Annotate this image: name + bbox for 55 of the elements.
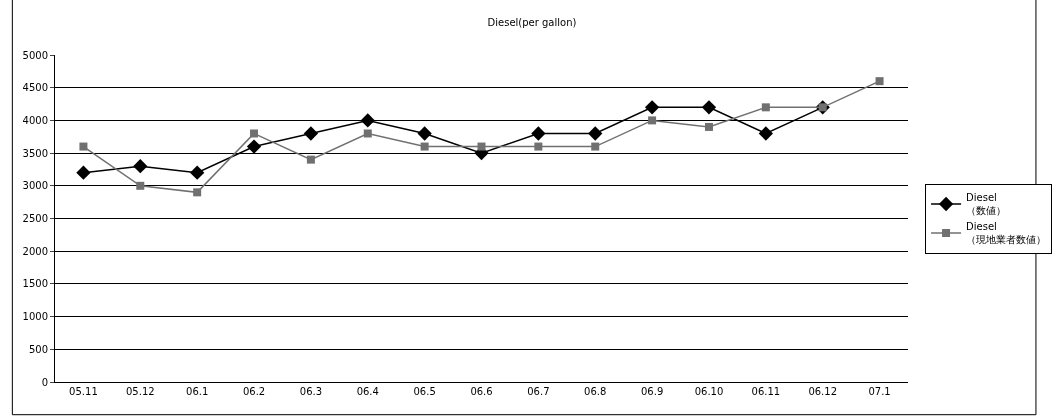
y-tick-label: 2000 bbox=[22, 245, 48, 257]
point bbox=[534, 142, 543, 151]
point bbox=[79, 142, 88, 151]
y-tick-label: 5000 bbox=[22, 49, 48, 61]
point bbox=[644, 100, 660, 115]
x-tick-label: 06.6 bbox=[470, 386, 493, 397]
point bbox=[250, 129, 259, 138]
x-tick-label: 06.2 bbox=[242, 386, 266, 397]
point bbox=[363, 129, 372, 138]
x-tick-label: 06.3 bbox=[299, 386, 323, 397]
point bbox=[477, 142, 486, 151]
point bbox=[360, 113, 375, 128]
point bbox=[648, 116, 657, 125]
point bbox=[133, 159, 148, 174]
x-tick-label: 05.12 bbox=[125, 386, 155, 397]
x-tick-label: 06.1 bbox=[186, 386, 209, 397]
chart-title: Diesel(per gallon) bbox=[487, 16, 577, 28]
point bbox=[303, 126, 319, 141]
point bbox=[136, 181, 145, 190]
y-tick-label: 1500 bbox=[22, 278, 48, 290]
y-tick-label: 3500 bbox=[22, 147, 48, 159]
point bbox=[417, 126, 432, 141]
y-tick-label: 3000 bbox=[22, 180, 48, 192]
x-tick-label: 06.10 bbox=[694, 386, 724, 397]
x-tick-label: 06.12 bbox=[808, 386, 838, 397]
point bbox=[76, 165, 91, 180]
point bbox=[875, 77, 884, 86]
x-tick-label: 06.8 bbox=[584, 386, 607, 397]
point bbox=[761, 103, 770, 112]
point bbox=[591, 142, 600, 151]
x-tick-label: 07.1 bbox=[868, 386, 891, 397]
y-tick-label: 500 bbox=[28, 343, 48, 355]
point bbox=[306, 155, 315, 164]
point bbox=[190, 165, 205, 180]
point bbox=[193, 188, 202, 197]
legend-label: Diesel （数値） bbox=[966, 192, 1007, 217]
x-tick-label: 06.11 bbox=[751, 386, 781, 397]
y-tick-label: 1000 bbox=[22, 311, 48, 323]
x-tick-label: 06.7 bbox=[527, 386, 550, 397]
y-tick-label: 2500 bbox=[22, 213, 48, 224]
point bbox=[701, 100, 717, 115]
y-tick-label: 4500 bbox=[22, 82, 48, 94]
point bbox=[704, 122, 713, 131]
point bbox=[531, 126, 546, 141]
y-tick-label: 0 bbox=[41, 376, 48, 388]
x-tick-label: 06.4 bbox=[356, 386, 379, 397]
point bbox=[588, 126, 603, 141]
point bbox=[420, 142, 429, 151]
point bbox=[246, 139, 262, 154]
x-tick-label: 05.11 bbox=[69, 386, 98, 397]
x-tick-label: 06.9 bbox=[640, 386, 664, 397]
legend-label: Diesel （現地業者数値） bbox=[966, 221, 1047, 246]
x-tick-label: 06.5 bbox=[413, 386, 436, 397]
point bbox=[758, 126, 773, 141]
y-tick-label: 4000 bbox=[22, 114, 48, 126]
